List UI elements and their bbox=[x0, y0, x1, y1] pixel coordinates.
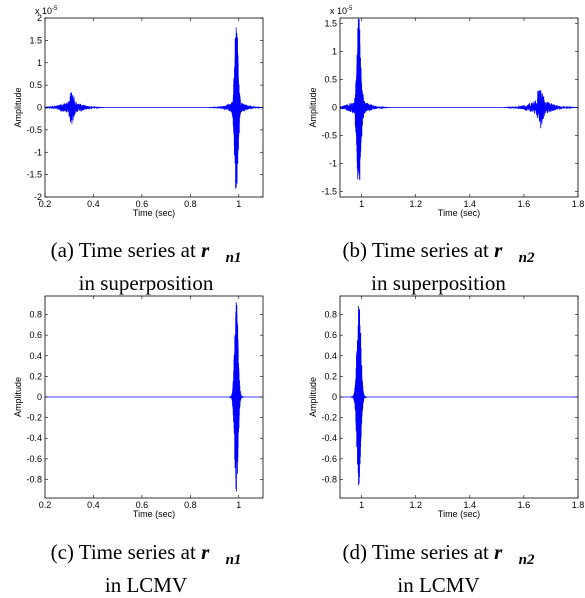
y-tick-label: -0.8 bbox=[26, 474, 42, 484]
y-axis-label: Amplitude bbox=[13, 377, 23, 417]
caption-d: (d) Time series at r⃗n2 in LCMV bbox=[292, 540, 585, 598]
y-tick-label: 1.5 bbox=[29, 35, 42, 45]
caption-d-text: (d) Time series at bbox=[342, 540, 489, 564]
exponent-power: -5 bbox=[347, 6, 353, 12]
y-axis-label: Amplitude bbox=[13, 87, 23, 127]
y-tick-label: -0.5 bbox=[26, 125, 42, 135]
y-tick-label: -1.5 bbox=[321, 186, 337, 196]
y-tick-label: 0.8 bbox=[29, 310, 42, 320]
y-tick-label: -0.6 bbox=[26, 454, 42, 464]
x-tick-label: 0.6 bbox=[136, 199, 149, 209]
y-tick-label: 0.4 bbox=[29, 351, 42, 361]
panel-a: 0.2 0.4 0.6 0.8 1 2 1.5 1 0.5 0 -0.5 -1 -1.5 -2 Time (… bbox=[0, 0, 292, 296]
signal-trace bbox=[340, 18, 578, 180]
caption-c-text: (c) Time series at bbox=[50, 540, 196, 564]
caption-d-subscript: n2 bbox=[518, 552, 535, 568]
x-tick-label: 0.4 bbox=[87, 500, 100, 510]
y-tick-label: 2 bbox=[37, 13, 42, 23]
y-tick-label: -2 bbox=[34, 192, 42, 202]
y-tick-label: 1 bbox=[37, 58, 42, 68]
caption-b-text: (b) Time series at bbox=[342, 238, 489, 262]
y-tick-label: 0.5 bbox=[29, 80, 42, 90]
x-tick-label: 1.2 bbox=[409, 500, 422, 510]
exponent-power: -5 bbox=[52, 6, 58, 12]
caption-c: (c) Time series at r⃗n1 in LCMV bbox=[0, 540, 292, 598]
exponent-label: x 10-5 bbox=[330, 6, 353, 16]
caption-a-text: (a) Time series at bbox=[50, 238, 196, 262]
y-tick-label: 0 bbox=[37, 392, 42, 402]
caption-a: (a) Time series at r⃗n1 in superposition bbox=[0, 238, 292, 296]
caption-b-line2: in superposition bbox=[371, 271, 506, 295]
x-tick-label: 0.2 bbox=[39, 199, 52, 209]
caption-a-line2: in superposition bbox=[78, 271, 214, 295]
x-tick-label: 0.8 bbox=[184, 500, 197, 510]
x-tick-label: 1.8 bbox=[572, 199, 585, 209]
signal-trace bbox=[45, 302, 263, 492]
x-tick-label: 1.4 bbox=[464, 199, 477, 209]
caption-b: (b) Time series at r⃗n2 in superposition bbox=[292, 238, 585, 296]
x-tick-label: 0.8 bbox=[184, 199, 197, 209]
x-tick-label: 1.2 bbox=[409, 199, 422, 209]
y-tick-label: -0.2 bbox=[26, 413, 42, 423]
chart-b: 1 1.2 1.4 1.6 1.8 1.5 1 0.5 0 -0.5 -1 -1.5 Time (sec… bbox=[308, 6, 585, 218]
x-tick-label: 1 bbox=[359, 500, 364, 510]
y-tick-label: -1 bbox=[329, 158, 337, 168]
y-tick-label: -0.5 bbox=[321, 130, 337, 140]
x-axis-label: Time (sec) bbox=[438, 509, 480, 519]
y-axis-label: Amplitude bbox=[308, 87, 318, 127]
y-tick-label: 1 bbox=[332, 47, 337, 57]
panel-c: 0.2 0.4 0.6 0.8 1 0.8 0.6 0.4 0.2 0 -0.2 -0.4 -0.6 -0… bbox=[0, 295, 292, 597]
x-axis-label: Time (sec) bbox=[133, 208, 175, 218]
x-tick-label: 1.4 bbox=[464, 500, 477, 510]
signal-trace bbox=[45, 27, 263, 189]
vector-r-c: r⃗n1 bbox=[201, 540, 242, 568]
y-tick-label: -0.6 bbox=[321, 454, 337, 464]
chart-c: 0.2 0.4 0.6 0.8 1 0.8 0.6 0.4 0.2 0 -0.2 -0.4 -0.6 -0… bbox=[13, 295, 264, 519]
panel-b: 1 1.2 1.4 1.6 1.8 1.5 1 0.5 0 -0.5 -1 -1.5 Time (sec… bbox=[292, 0, 585, 296]
y-tick-label: 0.5 bbox=[324, 75, 337, 85]
x-axis-label: Time (sec) bbox=[438, 208, 480, 218]
y-tick-label: -1.5 bbox=[26, 170, 42, 180]
chart-d: 1 1.2 1.4 1.6 1.8 0.8 0.6 0.4 0.2 0 -0.2 -0.4 -0.6 -0… bbox=[308, 295, 585, 519]
exponent-label: x 10-5 bbox=[35, 6, 58, 16]
x-tick-label: 1 bbox=[236, 199, 241, 209]
x-tick-label: 0.6 bbox=[136, 500, 149, 510]
caption-c-line2: in LCMV bbox=[104, 573, 188, 597]
caption-d-line2: in LCMV bbox=[397, 573, 480, 597]
y-tick-label: 0.6 bbox=[29, 330, 42, 340]
x-tick-label: 1.6 bbox=[518, 199, 531, 209]
vector-r-b: r⃗n2 bbox=[494, 238, 535, 266]
caption-c-subscript: n1 bbox=[225, 552, 242, 568]
x-tick-label: 1.8 bbox=[572, 500, 585, 510]
caption-a-subscript: n1 bbox=[225, 250, 242, 266]
panel-d: 1 1.2 1.4 1.6 1.8 0.8 0.6 0.4 0.2 0 -0.2 -0.4 -0.6 -0… bbox=[292, 295, 585, 597]
chart-a: 0.2 0.4 0.6 0.8 1 2 1.5 1 0.5 0 -0.5 -1 -1.5 -2 Time (… bbox=[13, 6, 264, 218]
x-tick-label: 1.6 bbox=[518, 500, 531, 510]
vector-r-a: r⃗n1 bbox=[201, 238, 242, 266]
y-tick-label: 0 bbox=[332, 392, 337, 402]
y-tick-label: 0.2 bbox=[324, 371, 337, 381]
y-tick-label: -1 bbox=[34, 147, 42, 157]
caption-b-subscript: n2 bbox=[518, 250, 535, 266]
y-tick-label: 0.8 bbox=[324, 310, 337, 320]
x-tick-label: 0.2 bbox=[39, 500, 52, 510]
x-tick-label: 1 bbox=[236, 500, 241, 510]
x-axis-label: Time (sec) bbox=[133, 509, 175, 519]
signal-trace bbox=[340, 305, 578, 486]
y-tick-label: -0.4 bbox=[321, 433, 337, 443]
y-tick-label: -0.4 bbox=[26, 433, 42, 443]
y-tick-label: 0 bbox=[37, 103, 42, 113]
x-tick-label: 1 bbox=[359, 199, 364, 209]
x-tick-label: 0.4 bbox=[87, 199, 100, 209]
y-tick-label: 0.4 bbox=[324, 351, 337, 361]
vector-r-d: r⃗n2 bbox=[494, 540, 535, 568]
y-tick-label: 0.6 bbox=[324, 330, 337, 340]
y-tick-label: 0 bbox=[332, 103, 337, 113]
y-axis-label: Amplitude bbox=[308, 377, 318, 417]
y-tick-label: -0.2 bbox=[321, 413, 337, 423]
y-tick-label: 0.2 bbox=[29, 371, 42, 381]
y-tick-label: 1.5 bbox=[324, 19, 337, 29]
y-tick-label: -0.8 bbox=[321, 474, 337, 484]
